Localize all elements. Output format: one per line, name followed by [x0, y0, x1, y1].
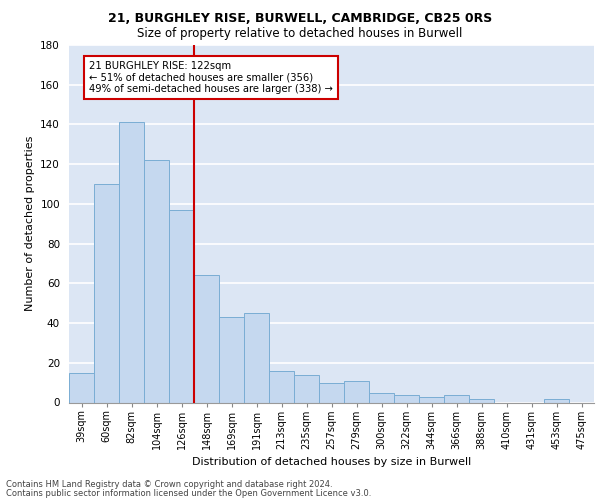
Text: Contains HM Land Registry data © Crown copyright and database right 2024.: Contains HM Land Registry data © Crown c… — [6, 480, 332, 489]
Bar — [469, 398, 494, 402]
Bar — [169, 210, 194, 402]
Bar — [144, 160, 169, 402]
Bar — [194, 276, 219, 402]
Text: 21 BURGHLEY RISE: 122sqm
← 51% of detached houses are smaller (356)
49% of semi-: 21 BURGHLEY RISE: 122sqm ← 51% of detach… — [89, 61, 333, 94]
Bar — [119, 122, 144, 402]
Y-axis label: Number of detached properties: Number of detached properties — [25, 136, 35, 312]
Bar — [444, 394, 469, 402]
Bar — [69, 372, 94, 402]
Text: 21, BURGHLEY RISE, BURWELL, CAMBRIDGE, CB25 0RS: 21, BURGHLEY RISE, BURWELL, CAMBRIDGE, C… — [108, 12, 492, 26]
Bar — [244, 313, 269, 402]
Bar — [544, 398, 569, 402]
Bar — [94, 184, 119, 402]
Bar — [394, 394, 419, 402]
Bar — [269, 370, 294, 402]
Bar — [419, 396, 444, 402]
Bar — [344, 380, 369, 402]
Text: Contains public sector information licensed under the Open Government Licence v3: Contains public sector information licen… — [6, 488, 371, 498]
Bar — [319, 382, 344, 402]
X-axis label: Distribution of detached houses by size in Burwell: Distribution of detached houses by size … — [192, 458, 471, 468]
Bar — [219, 317, 244, 402]
Bar — [294, 374, 319, 402]
Text: Size of property relative to detached houses in Burwell: Size of property relative to detached ho… — [137, 28, 463, 40]
Bar — [369, 392, 394, 402]
